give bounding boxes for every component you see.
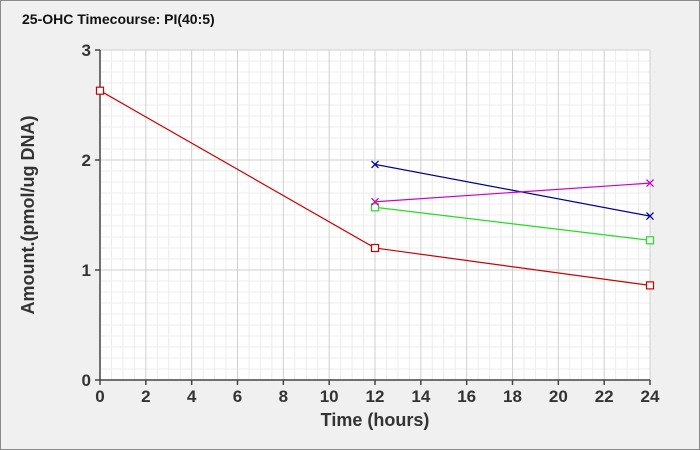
x-tick-label: 20 — [549, 387, 568, 406]
data-point — [646, 212, 654, 221]
series-line — [374, 182, 651, 203]
x-tick-labels: 0 2 4 6 8 10 12 14 16 18 20 22 24 — [95, 380, 660, 406]
x-tick-label: 10 — [320, 387, 339, 406]
x-tick-label: 4 — [187, 387, 197, 406]
y-tick-label: 0 — [82, 371, 91, 390]
chart-title: 25-OHC Timecourse: PI(40:5) — [22, 11, 215, 27]
x-tick-label: 2 — [141, 387, 150, 406]
x-tick-label: 14 — [411, 387, 430, 406]
series-1 — [95, 86, 655, 290]
data-point — [645, 281, 655, 290]
x-tick-label: 22 — [595, 387, 614, 406]
data-point — [371, 160, 379, 169]
data-point — [95, 86, 105, 95]
data-point — [370, 243, 380, 253]
x-tick-label: 6 — [233, 387, 242, 406]
x-tick-label: 24 — [641, 387, 660, 406]
series-line — [374, 163, 651, 217]
x-tick-label: 8 — [279, 387, 288, 406]
series-3 — [371, 160, 654, 221]
x-tick-label: 16 — [457, 387, 476, 406]
y-tick-label: 3 — [82, 41, 91, 60]
data-point — [646, 179, 654, 188]
y-tick-label: 1 — [82, 261, 91, 280]
series-2 — [370, 203, 655, 245]
x-tick-label: 0 — [95, 387, 104, 406]
data-point — [645, 236, 655, 245]
x-axis-label: Time (hours) — [321, 410, 430, 430]
series-layer — [95, 86, 655, 290]
data-point — [371, 197, 379, 206]
y-tick-labels: 0 1 2 3 — [82, 41, 100, 390]
y-axis-label: Amount.(pmol/ug DNA) — [18, 116, 38, 315]
series-line — [374, 206, 651, 241]
x-tick-label: 18 — [503, 387, 522, 406]
x-tick-label: 12 — [366, 387, 385, 406]
data-point — [370, 203, 380, 212]
series-4 — [371, 179, 654, 206]
y-tick-label: 2 — [82, 151, 91, 170]
